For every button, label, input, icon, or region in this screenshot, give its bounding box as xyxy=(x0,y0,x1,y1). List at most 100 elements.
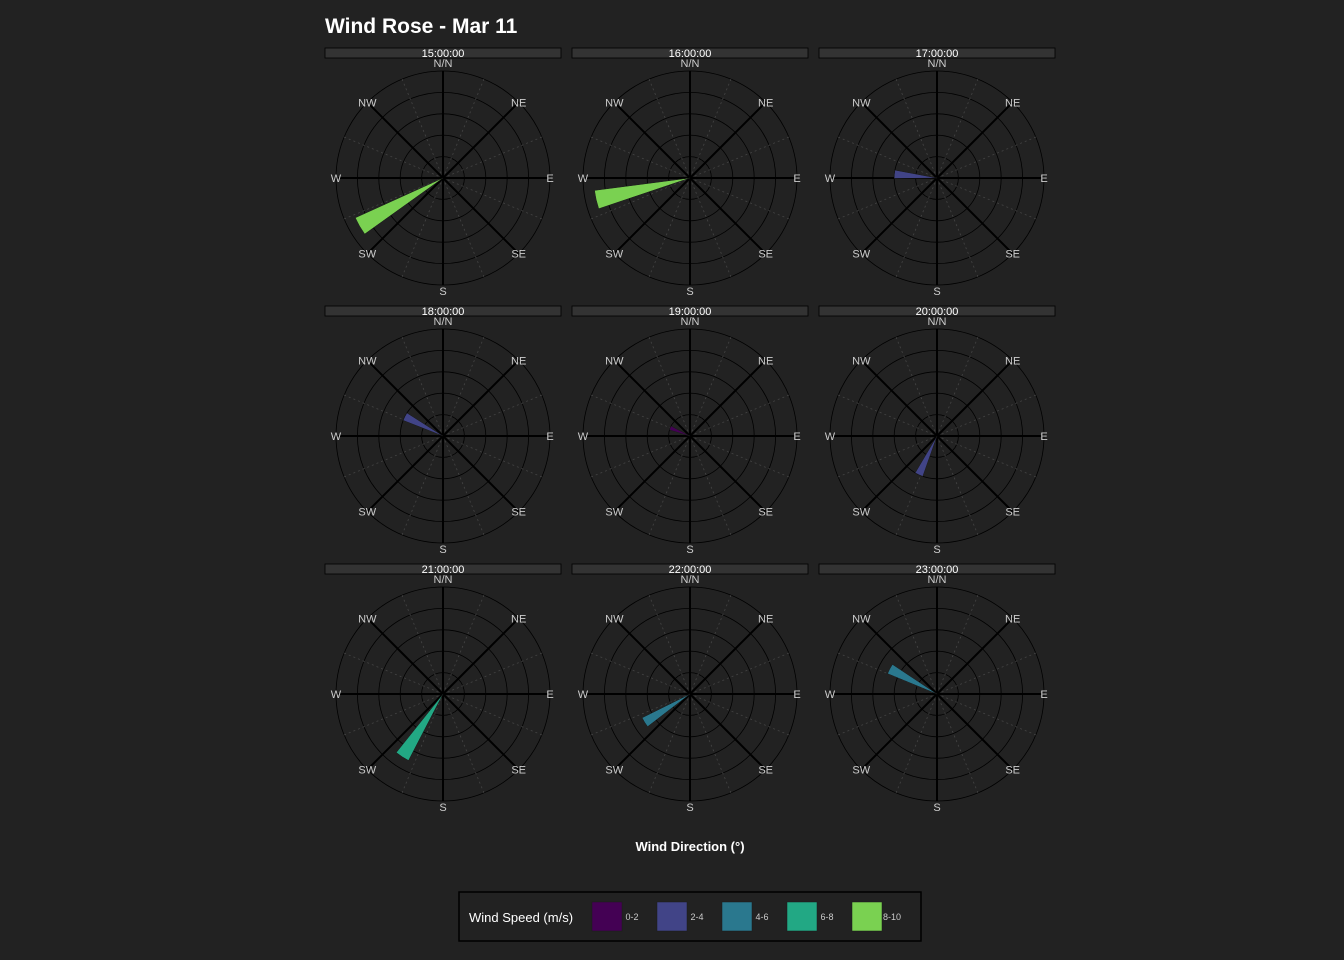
panel-time-label: 16:00:00 xyxy=(669,48,712,60)
major-spoke xyxy=(689,359,767,437)
minor-spoke xyxy=(442,435,543,478)
minor-spoke xyxy=(936,435,1037,478)
minor-spoke xyxy=(689,435,790,478)
direction-label: N/N xyxy=(434,316,453,328)
major-spoke xyxy=(936,693,1014,771)
legend-box xyxy=(458,891,922,942)
minor-spoke xyxy=(442,177,543,220)
direction-label: W xyxy=(578,689,589,701)
direction-label: NW xyxy=(852,355,871,367)
legend-item: 6-8 xyxy=(786,901,834,932)
legend-items: 0-2 2-4 4-6 6-8 8-10 xyxy=(591,901,901,932)
major-spoke xyxy=(366,359,444,437)
minor-spoke xyxy=(689,394,790,437)
direction-label: W xyxy=(331,173,342,185)
wind-rose-panel: 22:00:00N/N NE E SE S SW W NW xyxy=(571,563,809,814)
direction-label: E xyxy=(546,431,553,443)
direction-label: SE xyxy=(1005,249,1020,261)
major-spoke xyxy=(442,101,520,179)
minor-spoke xyxy=(648,177,691,278)
major-spoke xyxy=(860,435,938,513)
wind-wedge xyxy=(893,169,938,179)
minor-spoke xyxy=(401,435,444,536)
major-spoke xyxy=(613,177,691,255)
minor-spoke xyxy=(343,136,444,179)
minor-spoke xyxy=(343,435,444,478)
direction-label: SW xyxy=(852,507,870,519)
direction-label: NW xyxy=(358,97,377,109)
minor-spoke xyxy=(442,435,485,536)
direction-label: N/N xyxy=(928,316,947,328)
wind-wedge xyxy=(395,693,444,761)
panel-time-label: 21:00:00 xyxy=(422,564,465,576)
major-spoke xyxy=(689,101,767,179)
wind-rose-panel: 17:00:00N/N NE E SE S SW W NW xyxy=(818,47,1056,298)
direction-label: NE xyxy=(511,355,526,367)
panel-strip xyxy=(324,305,562,317)
major-spoke xyxy=(860,617,938,695)
direction-label: SE xyxy=(1005,765,1020,777)
minor-spoke xyxy=(936,652,1037,695)
legend-swatch xyxy=(591,901,623,932)
facet-panels: 15:00:00N/NNEESESSWWNW16:00:00N/NNEESESS… xyxy=(324,47,1056,814)
minor-spoke xyxy=(936,394,1037,437)
wind-rose-panel: 19:00:00N/N NE E SE S SW W NW xyxy=(571,305,809,556)
direction-label: S xyxy=(933,802,940,814)
direction-label: SW xyxy=(605,249,623,261)
direction-label: NW xyxy=(605,613,624,625)
wind-wedge xyxy=(887,664,938,695)
legend-label: 0-2 xyxy=(625,912,638,922)
minor-spoke xyxy=(895,336,938,437)
wind-rose-panel: 23:00:00N/N NE E SE S SW W NW xyxy=(818,563,1056,814)
major-spoke xyxy=(366,617,444,695)
minor-spoke xyxy=(689,336,732,437)
minor-spoke xyxy=(442,652,543,695)
major-spoke xyxy=(936,435,1014,513)
direction-label: NW xyxy=(605,97,624,109)
direction-label: SW xyxy=(358,765,376,777)
direction-label: W xyxy=(825,431,836,443)
minor-spoke xyxy=(442,594,485,695)
direction-label: SW xyxy=(852,765,870,777)
major-spoke xyxy=(442,435,520,513)
direction-label: SE xyxy=(511,249,526,261)
major-spoke xyxy=(689,617,767,695)
major-spoke xyxy=(613,435,691,513)
direction-label: N/N xyxy=(681,574,700,586)
major-spoke xyxy=(613,693,691,771)
wind-rose-panel: 15:00:00N/N NE E SE S SW W NW xyxy=(324,47,562,298)
panel-time-label: 20:00:00 xyxy=(916,306,959,318)
direction-label: SE xyxy=(758,507,773,519)
minor-spoke xyxy=(401,594,444,695)
direction-label: N/N xyxy=(434,574,453,586)
minor-spoke xyxy=(837,394,938,437)
panel-strip xyxy=(571,305,809,317)
x-axis-label: Wind Direction (°) xyxy=(635,839,744,854)
direction-label: S xyxy=(686,544,693,556)
minor-spoke xyxy=(442,693,485,794)
major-spoke xyxy=(860,693,938,771)
direction-label: S xyxy=(439,286,446,298)
major-spoke xyxy=(860,177,938,255)
major-spoke xyxy=(860,359,938,437)
legend-label: 6-8 xyxy=(820,912,833,922)
panel-time-label: 18:00:00 xyxy=(422,306,465,318)
wind-wedge xyxy=(914,435,938,477)
minor-spoke xyxy=(689,693,790,736)
major-spoke xyxy=(936,101,1014,179)
direction-label: SW xyxy=(358,249,376,261)
legend-swatch xyxy=(851,901,883,932)
minor-spoke xyxy=(689,594,732,695)
major-spoke xyxy=(442,693,520,771)
direction-label: N/N xyxy=(681,58,700,70)
legend-item: 2-4 xyxy=(656,901,704,932)
minor-spoke xyxy=(648,594,691,695)
direction-label: S xyxy=(933,286,940,298)
direction-label: W xyxy=(331,431,342,443)
direction-label: W xyxy=(578,173,589,185)
wind-wedge xyxy=(641,693,691,727)
minor-spoke xyxy=(936,693,1037,736)
direction-label: NW xyxy=(605,355,624,367)
direction-label: NE xyxy=(758,97,773,109)
